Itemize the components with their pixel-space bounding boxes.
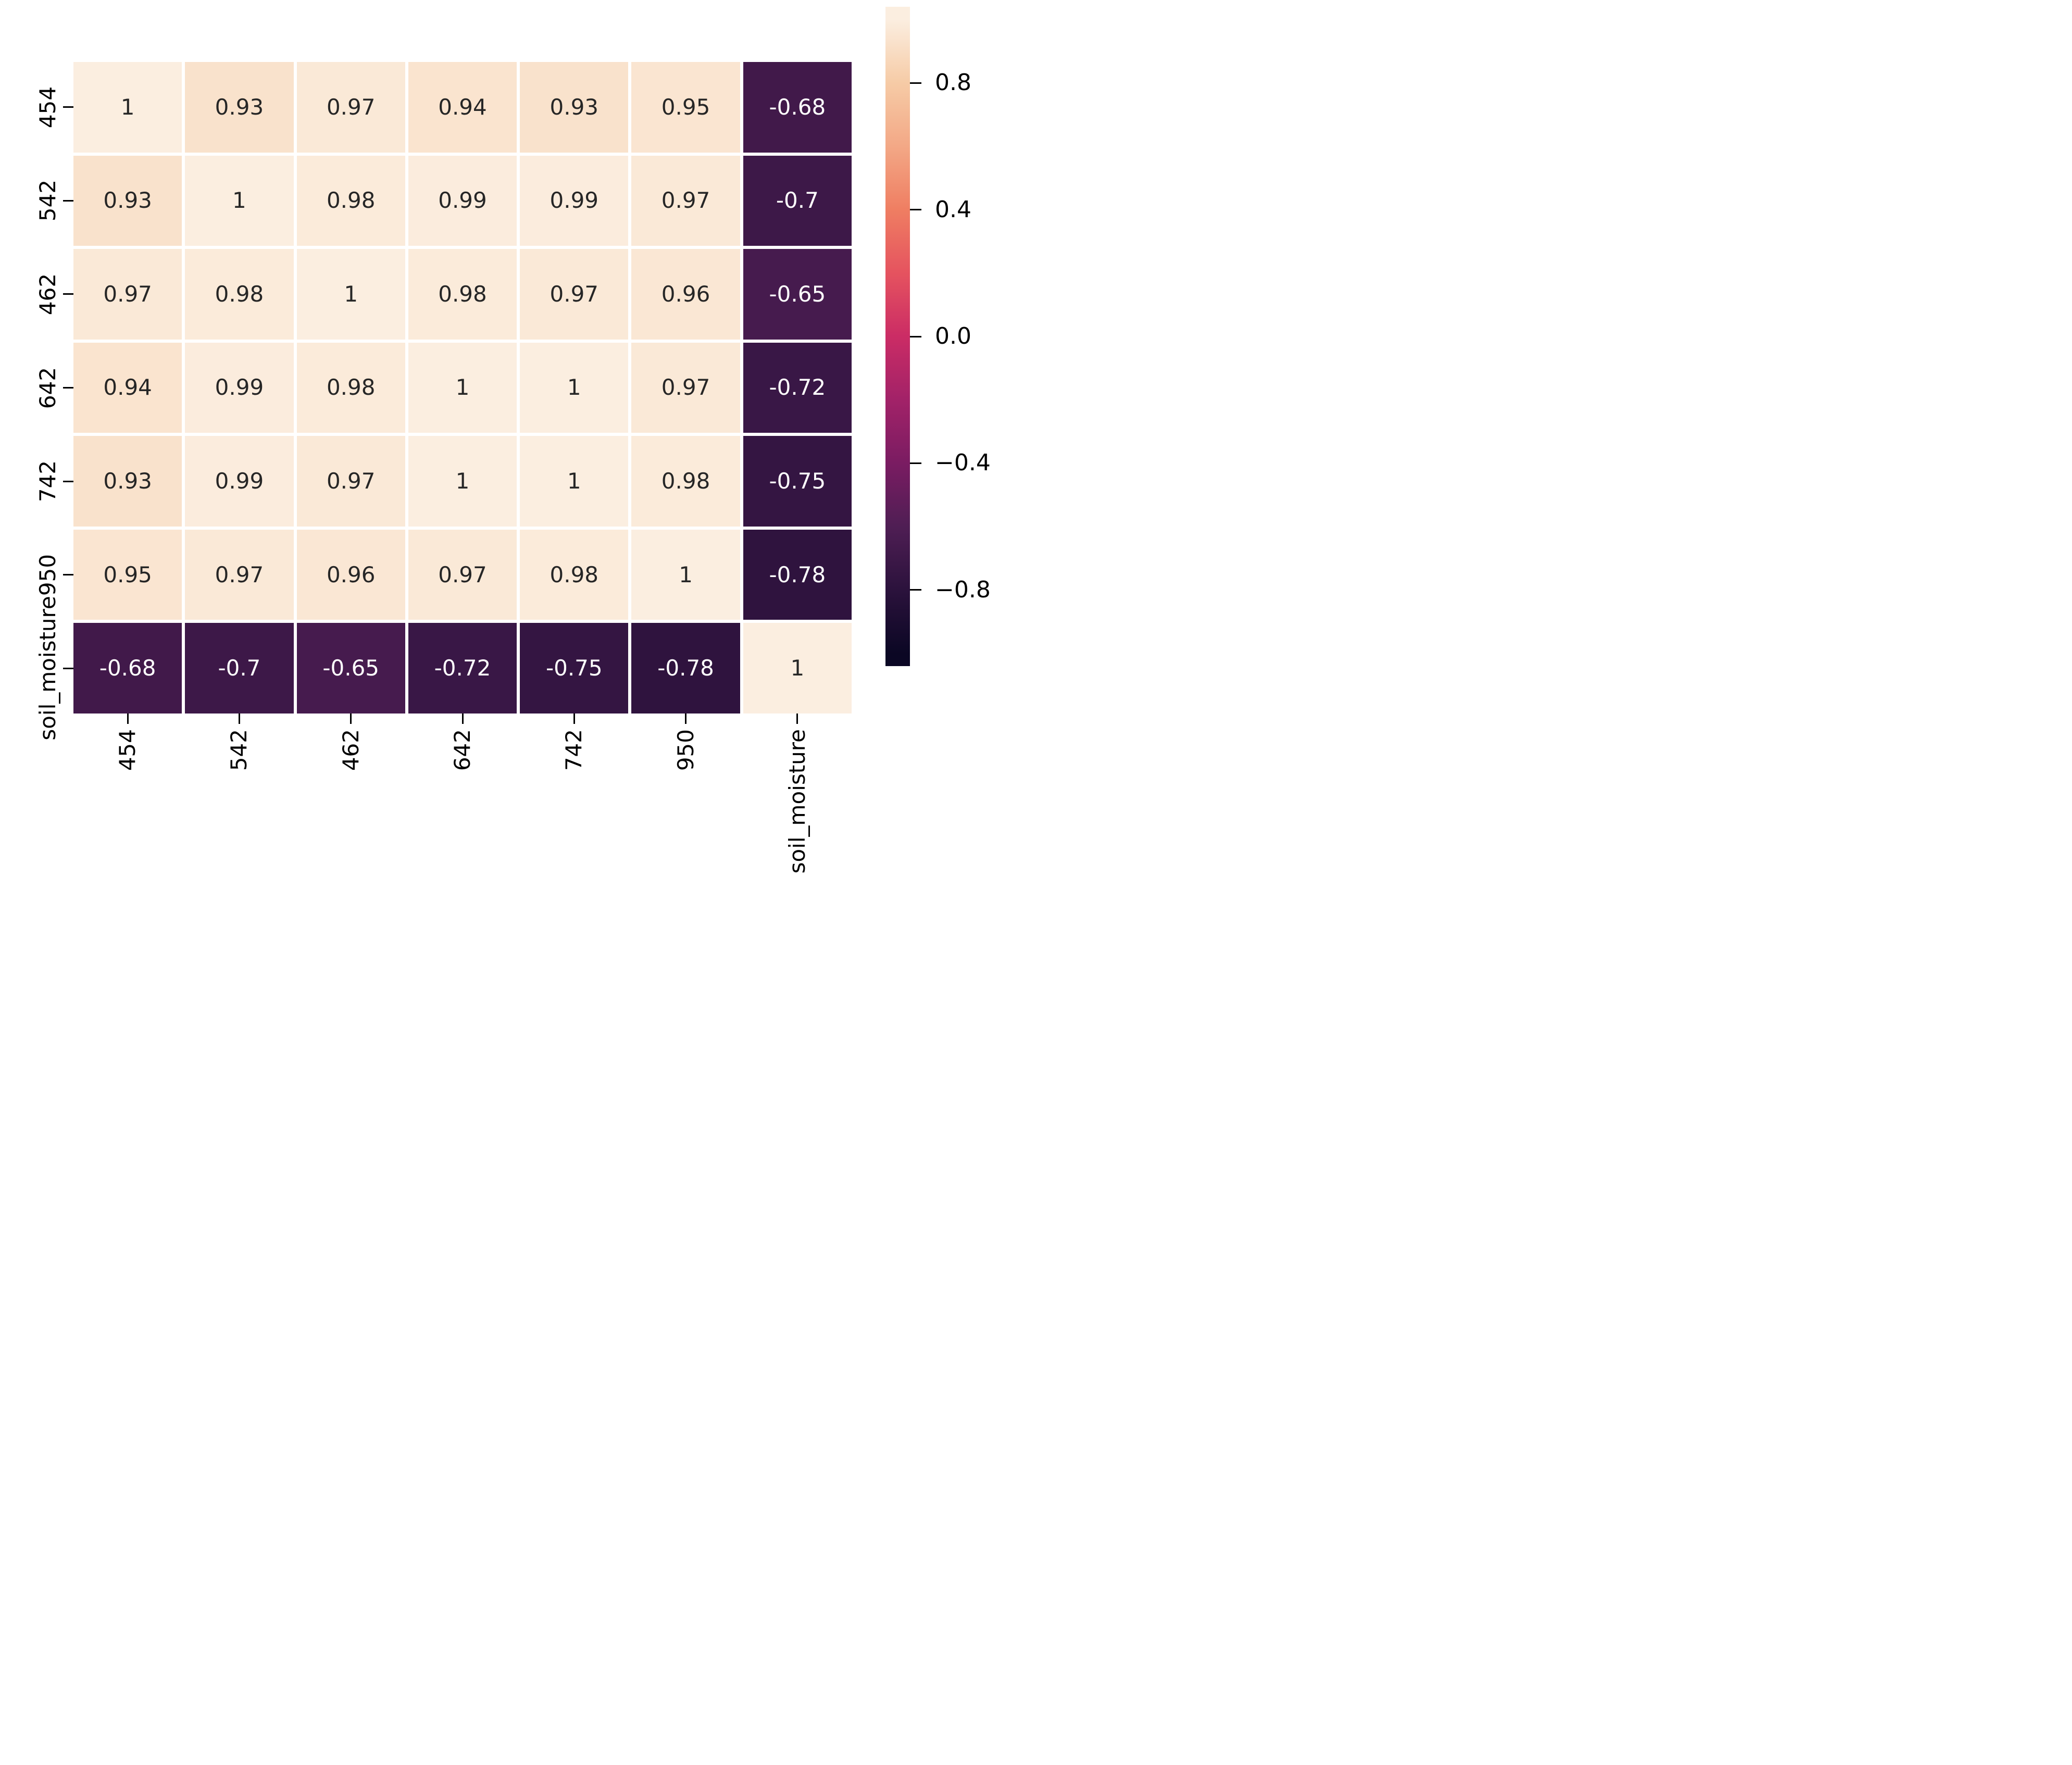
heatmap-cell: 0.98 [296, 342, 405, 433]
y-tick-label: 462 [35, 273, 60, 316]
x-tick-label: 950 [672, 729, 698, 771]
heatmap-cell: 1 [73, 62, 182, 153]
x-tick-mark [127, 713, 129, 724]
heatmap-cell: 1 [296, 249, 405, 340]
heatmap-cell: 0.96 [631, 249, 740, 340]
heatmap-cell: 1 [520, 436, 629, 527]
heatmap-cell: 0.99 [185, 342, 294, 433]
colorbar-tick-mark [910, 82, 921, 84]
heatmap-cell: 0.97 [408, 529, 517, 620]
x-tick-mark [796, 713, 798, 724]
heatmap-cell: -0.75 [743, 436, 852, 527]
correlation-heatmap-figure: 1 0.93 0.97 0.94 0.93 0.95 -0.68 0.93 1 0.98 0.99 0… [0, 0, 1036, 883]
heatmap-cell: 0.94 [73, 342, 182, 433]
heatmap-cell: -0.72 [743, 342, 852, 433]
heatmap-cell: 0.98 [296, 155, 405, 246]
heatmap-cell: -0.78 [631, 623, 740, 713]
y-tick-label: 950 [35, 554, 60, 596]
heatmap-cell: 0.95 [73, 529, 182, 620]
heatmap-cell: 0.95 [631, 62, 740, 153]
x-tick-label: 742 [561, 729, 587, 771]
x-tick-label: 542 [226, 729, 252, 771]
heatmap-cell: -0.65 [296, 623, 405, 713]
heatmap-cell: -0.7 [185, 623, 294, 713]
x-tick-mark [461, 713, 464, 724]
colorbar-tick-label: 0.4 [935, 196, 971, 223]
heatmap-cell: 0.97 [520, 249, 629, 340]
heatmap-cell: 0.94 [408, 62, 517, 153]
y-tick-mark [63, 387, 73, 389]
colorbar [885, 7, 910, 666]
x-tick-mark [238, 713, 240, 724]
y-tick-label: soil_moisture [35, 596, 60, 741]
y-tick-mark [63, 667, 73, 669]
heatmap-cell: 0.93 [520, 62, 629, 153]
heatmap-cell: -0.75 [520, 623, 629, 713]
heatmap-cell: 1 [520, 342, 629, 433]
heatmap-cell: 0.99 [408, 155, 517, 246]
heatmap-cell: -0.78 [743, 529, 852, 620]
heatmap-cell: 0.98 [631, 436, 740, 527]
y-tick-label: 742 [35, 460, 60, 503]
x-tick-mark [685, 713, 687, 724]
y-tick-mark [63, 106, 73, 108]
heatmap-cell: 0.99 [520, 155, 629, 246]
colorbar-tick-label: 0.8 [935, 69, 971, 96]
heatmap-cell: 1 [185, 155, 294, 246]
heatmap-cell: 1 [743, 623, 852, 713]
heatmap-cell: 0.97 [296, 62, 405, 153]
x-tick-label: 642 [450, 729, 475, 771]
heatmap-cell: -0.72 [408, 623, 517, 713]
heatmap-cell: 0.99 [185, 436, 294, 527]
colorbar-tick-label: 0.0 [935, 323, 971, 349]
heatmap-cell: 0.97 [296, 436, 405, 527]
x-tick-mark [350, 713, 352, 724]
heatmap-cell: 0.93 [73, 436, 182, 527]
heatmap-cell: 0.96 [296, 529, 405, 620]
colorbar-tick-label: −0.8 [935, 576, 991, 603]
x-tick-label: soil_moisture [784, 729, 810, 874]
heatmap-cell: 1 [408, 436, 517, 527]
heatmap-cell: 0.93 [73, 155, 182, 246]
y-tick-mark [63, 574, 73, 576]
heatmap-cell: 0.93 [185, 62, 294, 153]
x-tick-label: 454 [115, 729, 141, 771]
heatmap-cell: -0.7 [743, 155, 852, 246]
x-tick-label: 462 [338, 729, 364, 771]
y-tick-label: 542 [35, 180, 60, 222]
heatmap-cell: 0.98 [185, 249, 294, 340]
colorbar-tick-label: −0.4 [935, 449, 991, 477]
colorbar-tick-mark [910, 589, 921, 591]
y-tick-mark [63, 199, 73, 202]
heatmap-cell: -0.68 [743, 62, 852, 153]
heatmap-cell: 0.97 [185, 529, 294, 620]
colorbar-tick-mark [910, 209, 921, 211]
heatmap-grid: 1 0.93 0.97 0.94 0.93 0.95 -0.68 0.93 1 0.98 0.99 0… [73, 62, 852, 713]
heatmap-cell: 1 [631, 529, 740, 620]
y-tick-label: 454 [35, 86, 60, 128]
x-tick-mark [573, 713, 575, 724]
colorbar-tick-mark [910, 462, 921, 464]
heatmap-cell: 0.97 [73, 249, 182, 340]
y-tick-mark [63, 480, 73, 482]
heatmap-cell: 0.98 [408, 249, 517, 340]
heatmap-cell: -0.68 [73, 623, 182, 713]
colorbar-tick-mark [910, 335, 921, 337]
y-tick-mark [63, 293, 73, 295]
heatmap-cell: -0.65 [743, 249, 852, 340]
y-tick-label: 642 [35, 367, 60, 409]
heatmap-cell: 1 [408, 342, 517, 433]
heatmap-cell: 0.97 [631, 342, 740, 433]
heatmap-cell: 0.97 [631, 155, 740, 246]
heatmap-cell: 0.98 [520, 529, 629, 620]
